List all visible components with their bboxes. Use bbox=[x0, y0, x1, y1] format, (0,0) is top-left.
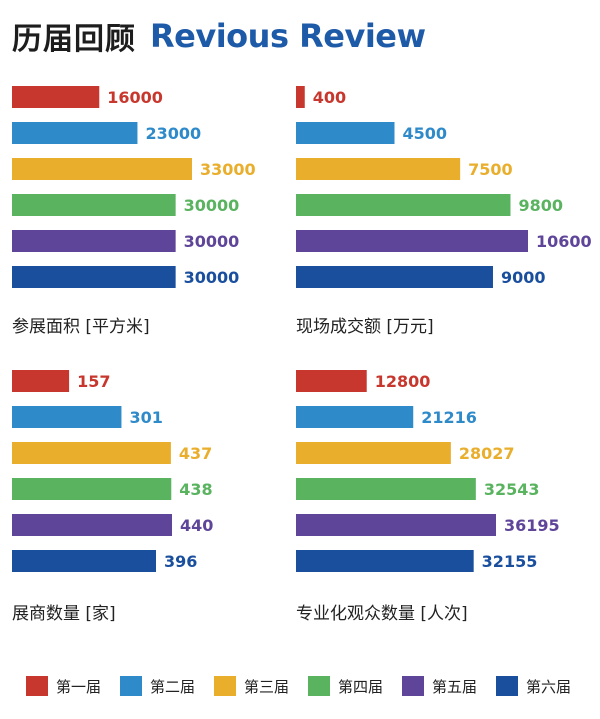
legend-item-6: 第六届 bbox=[496, 672, 571, 700]
legend-swatch bbox=[214, 676, 236, 696]
bar-value-label: 16000 bbox=[107, 88, 163, 107]
legend-label: 第四届 bbox=[338, 677, 384, 696]
bar-1 bbox=[296, 86, 305, 108]
bar-value-label: 440 bbox=[180, 516, 213, 535]
bar-2 bbox=[12, 122, 138, 144]
bar-value-label: 437 bbox=[179, 444, 212, 463]
legend-swatch bbox=[26, 676, 48, 696]
bar-5 bbox=[12, 230, 176, 252]
bar-value-label: 301 bbox=[129, 408, 162, 427]
bar-value-label: 9800 bbox=[518, 196, 563, 215]
legend-label: 第五届 bbox=[432, 677, 478, 696]
bar-4 bbox=[12, 194, 176, 216]
legend-swatch bbox=[402, 676, 424, 696]
bar-1 bbox=[12, 86, 100, 108]
bar-6 bbox=[296, 550, 474, 572]
bar-6 bbox=[12, 266, 176, 288]
chart-onsite-turnover-xlabel: 现场成交额 [万元] bbox=[296, 317, 434, 337]
title-chinese: 历届回顾 bbox=[12, 22, 136, 57]
bar-value-label: 12800 bbox=[375, 372, 431, 391]
bar-value-label: 4500 bbox=[402, 124, 447, 143]
bar-value-label: 30000 bbox=[184, 268, 240, 287]
legend-label: 第一届 bbox=[56, 677, 102, 696]
legend-swatch bbox=[496, 676, 518, 696]
bar-3 bbox=[296, 442, 451, 464]
legend-item-5: 第五届 bbox=[402, 672, 477, 700]
legend-swatch bbox=[308, 676, 330, 696]
bar-value-label: 9000 bbox=[501, 268, 546, 287]
bar-value-label: 33000 bbox=[200, 160, 256, 179]
bar-3 bbox=[296, 158, 461, 180]
bar-3 bbox=[12, 442, 171, 464]
bar-value-label: 396 bbox=[164, 552, 197, 571]
bar-2 bbox=[296, 406, 414, 428]
chart-exhibition-area-plot: 16000 23000 33000 30000 30000 30000 bbox=[12, 86, 256, 288]
bar-4 bbox=[12, 478, 172, 500]
bar-value-label: 28027 bbox=[459, 444, 515, 463]
legend-label: 第三届 bbox=[244, 677, 290, 696]
title-english: Revious Review bbox=[150, 17, 426, 55]
legend-item-3: 第三届 bbox=[214, 672, 289, 700]
chart-visitor-count-xlabel: 专业化观众数量 [人次] bbox=[296, 604, 468, 624]
bar-4 bbox=[296, 478, 476, 500]
bar-value-label: 23000 bbox=[145, 124, 201, 143]
bar-value-label: 438 bbox=[179, 480, 212, 499]
legend-label: 第二届 bbox=[150, 677, 196, 696]
bar-1 bbox=[12, 370, 70, 392]
bar-2 bbox=[12, 406, 122, 428]
bar-2 bbox=[296, 122, 395, 144]
bar-value-label: 21216 bbox=[421, 408, 477, 427]
legend-label: 第六届 bbox=[526, 677, 572, 696]
bar-value-label: 7500 bbox=[468, 160, 513, 179]
bar-4 bbox=[296, 194, 511, 216]
bar-1 bbox=[296, 370, 367, 392]
chart-onsite-turnover: 400 4500 7500 9800 10600 9000 现场成交额 [万元] bbox=[296, 86, 596, 356]
chart-exhibitor-count-xlabel: 展商数量 [家] bbox=[12, 604, 116, 624]
bar-value-label: 30000 bbox=[184, 196, 240, 215]
bar-value-label: 32543 bbox=[484, 480, 540, 499]
chart-visitor-count-plot: 12800 21216 28027 32543 36195 32155 bbox=[296, 370, 560, 572]
bar-5 bbox=[296, 230, 528, 252]
bar-3 bbox=[12, 158, 192, 180]
bar-5 bbox=[296, 514, 496, 536]
chart-exhibitor-count-plot: 157 301 437 438 440 396 bbox=[12, 370, 213, 572]
bar-6 bbox=[296, 266, 493, 288]
bar-5 bbox=[12, 514, 172, 536]
bar-value-label: 157 bbox=[77, 372, 110, 391]
legend-item-1: 第一届 bbox=[26, 672, 101, 700]
legend-swatch bbox=[120, 676, 142, 696]
legend-item-2: 第二届 bbox=[120, 672, 195, 700]
bar-value-label: 400 bbox=[313, 88, 346, 107]
bar-6 bbox=[12, 550, 156, 572]
bar-value-label: 10600 bbox=[536, 232, 592, 251]
chart-exhibitor-count: 157 301 437 438 440 396 展商数量 [家] bbox=[12, 370, 312, 640]
bar-value-label: 32155 bbox=[482, 552, 538, 571]
bar-value-label: 36195 bbox=[504, 516, 560, 535]
chart-exhibition-area: 16000 23000 33000 30000 30000 30000 参展面积 [平方米… bbox=[12, 86, 312, 356]
chart-legend: 第一届 第二届 第三届 第四届 第五届 第六届 bbox=[26, 672, 586, 700]
chart-onsite-turnover-plot: 400 4500 7500 9800 10600 9000 bbox=[296, 86, 592, 288]
chart-exhibition-area-xlabel: 参展面积 [平方米] bbox=[12, 317, 150, 337]
legend-item-4: 第四届 bbox=[308, 672, 383, 700]
chart-visitor-count: 12800 21216 28027 32543 36195 32155 专业化观众数量 [… bbox=[296, 370, 596, 640]
bar-value-label: 30000 bbox=[184, 232, 240, 251]
page-title: 历届回顾 Revious Review bbox=[12, 14, 426, 58]
